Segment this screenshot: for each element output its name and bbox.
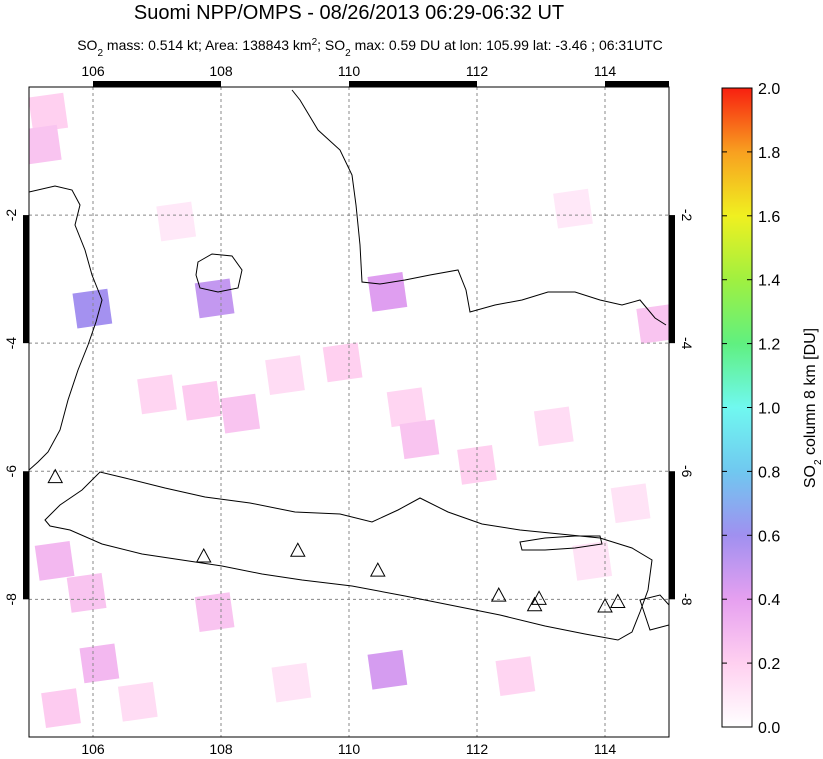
subtitle: SO2 mass: 0.514 kt; Area: 138843 km2; SO… [77,37,663,59]
colorbar-tick-label: 1.2 [758,337,780,354]
so2-cell [181,380,222,421]
frame-bar-left [23,471,29,600]
colorbar-tick-label: 0.0 [758,720,780,737]
so2-cell [41,688,81,729]
frame-bar-right [669,215,675,344]
frame-bar-top [349,81,477,87]
so2-cell [572,541,613,581]
x-tick-label-bottom: 110 [338,741,361,757]
text-part: SO [77,37,97,53]
colorbar-tick-label: 0.4 [758,592,780,609]
volcano [369,562,386,577]
text-part: ; SO [317,37,345,53]
so2-cell [265,355,305,396]
colorbar-label: SO2 column 8 km [DU] [802,328,823,488]
x-tick-label-bottom: 108 [209,741,233,757]
x-tick-label-top: 110 [338,63,361,79]
x-tick-label-top: 112 [466,63,489,79]
volcano [47,468,64,484]
so2-cell [367,272,408,312]
so2-cell [399,419,440,460]
so2-cell [194,278,235,319]
colorbar-tick-label: 1.4 [758,273,780,290]
volcano [289,542,306,557]
y-tick-label-left: -4 [3,337,19,350]
coastline-bali [639,594,669,631]
axes: 106 106 108 108 110 110 112 112 114 114 -2 -2 -4 -4 -6… [3,63,695,757]
y-tick-label-right: -8 [679,593,695,606]
coastlines [29,89,669,641]
grid [29,87,669,737]
so2-cell [79,643,120,684]
so2-cell [495,656,536,697]
x-tick-label-bottom: 114 [594,741,617,757]
volcanoes [47,468,626,613]
so2-cell [29,92,69,133]
so2-cell [117,681,158,722]
x-tick-label-bottom: 112 [466,741,489,757]
so2-cell [322,342,363,383]
y-tick-label-right: -4 [679,337,695,350]
so2-cell [610,483,651,524]
so2-cell [194,592,235,633]
x-tick-label-top: 114 [594,63,617,79]
colorbar-tick-label: 0.8 [758,464,780,481]
so2-cell [72,288,113,329]
so2-cell [29,124,62,165]
text-part: SO [802,465,819,488]
volcano [597,597,613,613]
volcano [195,547,212,563]
frame-bar-top [93,81,221,87]
coastline-borneo [291,89,667,326]
volcano [490,587,507,602]
so2-cell [457,444,497,485]
frame-bar-top [605,81,669,87]
text-part: mass: 0.514 kt; Area: 138843 km [103,37,312,53]
so2-cell [386,387,427,428]
coastline-madura [519,535,603,551]
y-tick-label-left: -8 [3,593,19,606]
colorbar-tick-label: 1.0 [758,401,780,418]
coastline-sumatra [29,185,103,471]
so2-cell [367,649,408,690]
so2-cell [66,573,107,613]
x-tick-label-top: 106 [81,63,105,79]
colorbar-tick-label: 2.0 [758,81,780,98]
colorbar-tick-label: 0.2 [758,656,780,673]
volcano [531,590,547,605]
colorbar: 0.0 0.2 0.4 0.6 0.8 1.0 1.2 1.4 1.6 1.8 2.0 SO2 col… [721,81,823,737]
text-part: 2 [345,48,351,59]
volcano [526,596,543,612]
so2-cell [636,304,669,344]
text-part: 2 [97,48,103,59]
volcano [609,593,626,609]
x-tick-label-bottom: 106 [81,741,105,757]
text-part: max: 0.59 DU at lon: 105.99 lat: -3.46 ;… [351,37,663,53]
x-tick-label-top: 108 [209,63,233,79]
colorbar-tick-label: 0.6 [758,528,780,545]
coastline-belitung [195,253,243,293]
text-part: 2 [312,37,318,48]
so2-cell [220,393,261,434]
so2-cells [29,92,669,729]
y-tick-label-right: -6 [679,465,695,478]
so2-cell [553,188,593,229]
y-tick-label-left: -6 [3,465,19,478]
text-part: column 8 km [DU] [802,328,819,460]
y-tick-label-right: -2 [679,209,695,222]
so2-cell [533,406,574,447]
so2-cell [137,374,177,415]
y-tick-label-left: -2 [3,209,19,222]
colorbar-tick-label: 1.8 [758,145,780,162]
so2-cell [34,541,75,581]
title: Suomi NPP/OMPS - 08/26/2013 06:29-06:32 … [134,2,564,24]
so2-cell [156,201,197,242]
text-part: 2 [813,459,823,465]
frame-bar-right [669,471,675,600]
so2-cell [271,662,312,703]
coastline-java [44,471,653,641]
frame-bar-left [23,215,29,344]
colorbar-tick-label: 1.6 [758,209,780,226]
